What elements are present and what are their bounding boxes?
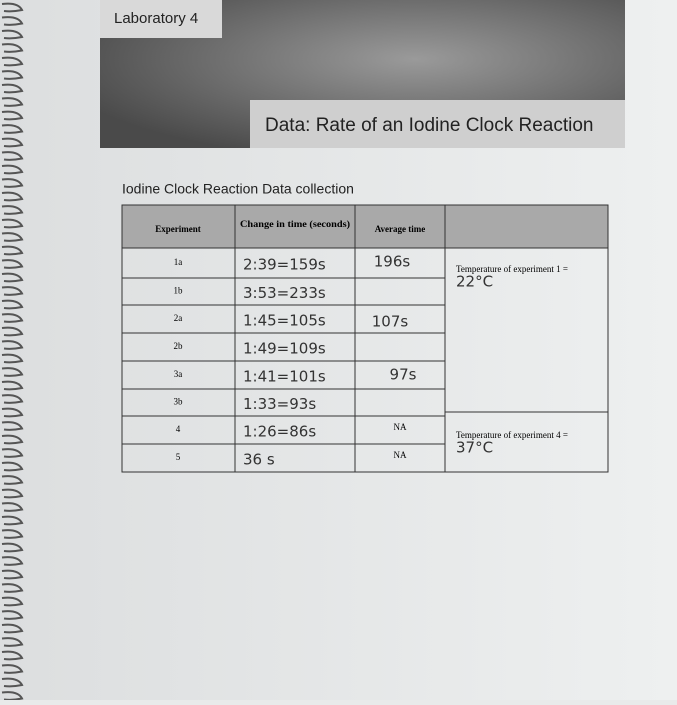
spiral-loop <box>1 596 24 607</box>
average-time: 97s <box>390 366 417 384</box>
spiral-loop <box>1 583 24 593</box>
column-header: Experiment <box>155 224 201 234</box>
change-in-time: 36 s <box>243 451 275 469</box>
spiral-loop <box>1 650 24 661</box>
spiral-loop <box>1 542 24 553</box>
spiral-loop <box>1 340 24 350</box>
note-value: 37°C <box>456 439 493 457</box>
spiral-loop <box>1 488 24 499</box>
spiral-loop <box>1 70 24 80</box>
spiral-loop <box>1 299 24 310</box>
spiral-loop <box>1 515 24 526</box>
spiral-loop <box>1 218 24 229</box>
spiral-loop <box>1 259 24 269</box>
average-time: 107s <box>372 313 409 331</box>
spiral-loop <box>1 461 24 472</box>
spiral-loop <box>1 475 24 485</box>
section-title: Iodine Clock Reaction Data collection <box>122 181 354 197</box>
spiral-loop <box>1 313 24 323</box>
note-label: Temperature of experiment 1 = <box>456 264 568 274</box>
spiral-loop <box>1 191 24 202</box>
spiral-loop <box>1 137 24 148</box>
spiral-loop <box>1 434 24 445</box>
page-title: Data: Rate of an Iodine Clock Reaction <box>265 115 593 136</box>
table: Experiment Change in time (seconds) Averag… <box>122 219 568 469</box>
spiral-loop <box>1 380 24 391</box>
column-header: Change in time (seconds) <box>240 219 350 229</box>
experiment: 5 <box>176 452 181 462</box>
spiral-loop <box>1 556 24 566</box>
column-header: Average time <box>375 224 426 234</box>
note-value: 22°C <box>456 273 493 291</box>
spiral-loop <box>1 151 24 161</box>
change-in-time: 3:53=233s <box>243 284 326 302</box>
spiral-loop <box>1 286 24 296</box>
experiment: 1b <box>174 286 184 296</box>
spiral-loop <box>1 29 24 40</box>
spiral-loop <box>1 97 24 107</box>
spiral-loop <box>1 637 24 647</box>
experiment: 2a <box>174 313 183 323</box>
spiral-loop <box>1 83 24 94</box>
note-label: Temperature of experiment 4 = <box>456 430 568 440</box>
spiral-loop <box>1 529 24 539</box>
spiral-loop <box>1 178 24 188</box>
change-in-time: 1:41=101s <box>243 368 326 386</box>
lab-label: Laboratory 4 <box>114 10 198 27</box>
spiral-loop <box>1 245 24 256</box>
average-time: NA <box>394 422 407 432</box>
spiral-loop <box>1 502 24 512</box>
average-time: NA <box>394 450 407 460</box>
average-time: 196s <box>374 253 411 271</box>
spiral-binding <box>1 2 24 701</box>
spiral-loop <box>1 664 24 674</box>
experiment: 2b <box>174 341 184 351</box>
spiral-loop <box>1 164 24 175</box>
spiral-loop <box>1 110 24 121</box>
experiment: 4 <box>176 424 181 434</box>
change-in-time: 1:33=93s <box>243 395 316 413</box>
change-in-time: 2:39=159s <box>243 256 326 274</box>
spiral-loop <box>1 394 24 404</box>
spiral-loop <box>1 421 24 431</box>
experiment: 3b <box>174 397 184 407</box>
experiment: 3a <box>174 369 183 379</box>
experiment: 1a <box>174 257 183 267</box>
spiral-loop <box>1 56 24 67</box>
spiral-loop <box>1 569 24 580</box>
table-grid <box>121 204 609 473</box>
spiral-loop <box>1 326 24 337</box>
spiral-loop <box>1 232 24 242</box>
spiral-loop <box>1 677 24 688</box>
change-in-time: 1:45=105s <box>243 312 326 330</box>
spiral-loop <box>1 610 24 620</box>
title-bar <box>250 100 625 148</box>
spiral-loop <box>1 272 24 283</box>
spiral-loop <box>1 367 24 377</box>
spiral-loop <box>1 16 24 26</box>
spiral-loop <box>1 205 24 215</box>
spiral-loop <box>1 43 24 53</box>
spiral-loop <box>1 2 24 13</box>
change-in-time: 1:26=86s <box>243 423 316 441</box>
change-in-time: 1:49=109s <box>243 340 326 358</box>
spiral-loop <box>1 353 24 364</box>
spiral-loop <box>1 407 24 418</box>
spiral-loop <box>1 448 24 458</box>
spiral-loop <box>1 623 24 634</box>
lab-box <box>100 0 222 38</box>
spiral-loop <box>1 124 24 134</box>
